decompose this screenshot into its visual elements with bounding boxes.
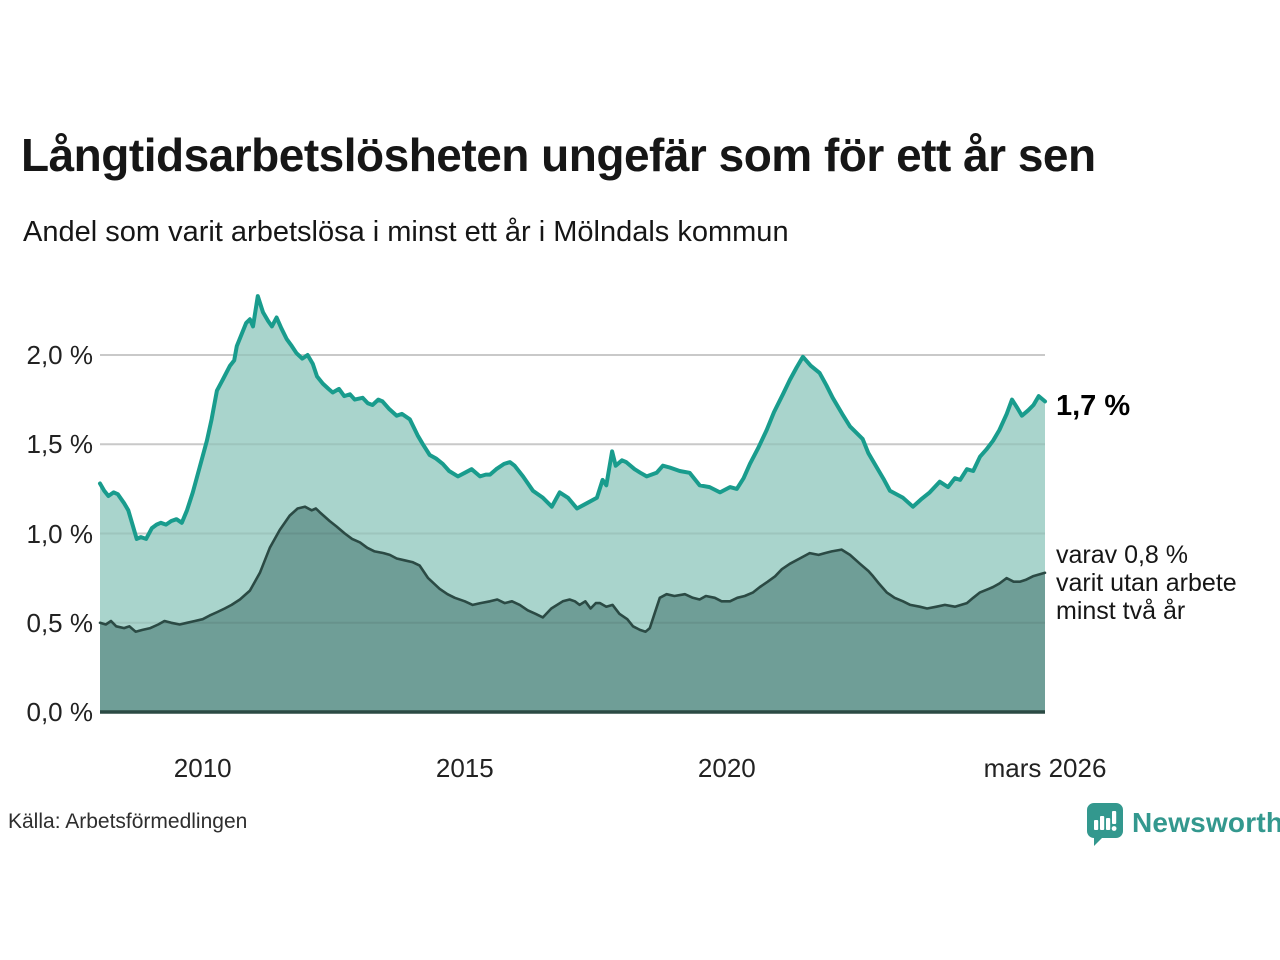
x-axis-tick-label: mars 2026 xyxy=(983,753,1107,783)
page-title: Långtidsarbetslösheten ungefär som för e… xyxy=(21,129,1096,181)
brand-logo: Newsworthy xyxy=(1087,802,1280,848)
source-credit: Källa: Arbetsförmedlingen xyxy=(8,810,248,833)
x-axis-tick-label: 2010 xyxy=(173,753,232,783)
newsworthy-icon xyxy=(1087,803,1123,846)
y-axis-tick-label: 1,5 % xyxy=(26,429,94,460)
y-axis-tick-label: 2,0 % xyxy=(26,340,94,370)
x-axis-tick-label: 2020 xyxy=(697,753,756,783)
chart-subtitle: Andel som varit arbetslösa i minst ett å… xyxy=(23,216,789,248)
latest-value-label: 1,7 % xyxy=(1056,390,1131,422)
brand-name: Newsworthy xyxy=(1132,807,1280,838)
secondary-series-label: varav 0,8 % varit utan arbete minst två … xyxy=(1056,541,1237,625)
y-axis-tick-label: 0,5 % xyxy=(26,607,94,638)
y-axis-tick-label: 1,0 % xyxy=(26,518,94,549)
secondary-series-label-line: varit utan arbete xyxy=(1056,569,1237,597)
y-axis-tick-label: 0,0 % xyxy=(26,697,94,727)
secondary-series-label-line: minst två år xyxy=(1056,597,1186,625)
x-axis-tick-label: 2015 xyxy=(435,753,494,783)
secondary-series-label-line: varav 0,8 % xyxy=(1056,541,1189,569)
